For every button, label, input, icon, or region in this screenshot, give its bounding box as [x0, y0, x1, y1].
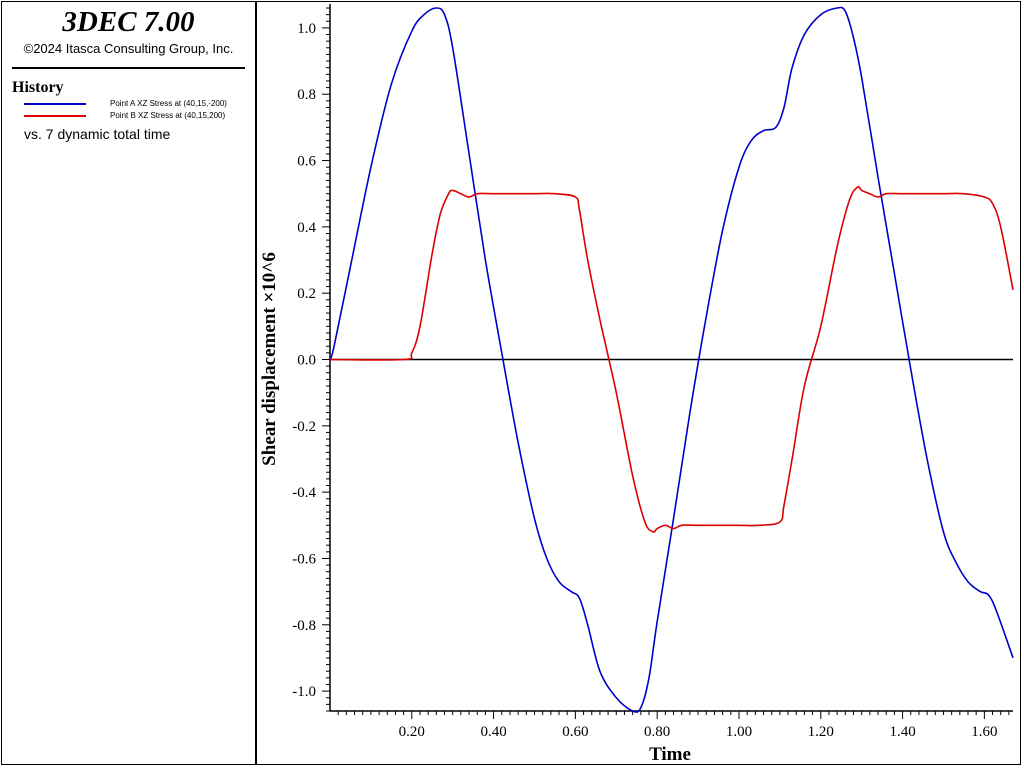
y-tick-label: 0.0 — [297, 353, 316, 369]
y-tick-label: 0.2 — [297, 286, 316, 302]
x-tick-label: 1.20 — [808, 724, 834, 740]
x-tick-label: 0.40 — [480, 724, 506, 740]
chart-axes — [329, 4, 1013, 712]
x-tick-label: 1.00 — [726, 724, 752, 740]
y-tick-label: 0.8 — [297, 87, 316, 103]
axis-ticks — [322, 7, 1010, 719]
x-tick-label: 1.60 — [971, 724, 997, 740]
x-tick-label: 0.60 — [562, 724, 588, 740]
x-axis-title: Time — [649, 744, 691, 765]
y-tick-label: 0.6 — [297, 154, 316, 170]
series-line-point-a — [329, 6, 1014, 713]
x-tick-label: 1.40 — [889, 724, 915, 740]
series-line-point-b — [329, 185, 1014, 533]
legend-panel: 3DEC 7.00 ©2024 Itasca Consulting Group,… — [2, 2, 255, 764]
y-tick-label: -0.4 — [292, 485, 316, 501]
app-title: 3DEC 7.00 — [62, 6, 195, 38]
x-tick-label: 0.80 — [644, 724, 670, 740]
legend-label-point-b: Point B XZ Stress at (40,15,200) — [110, 111, 226, 120]
y-tick-label: -0.6 — [292, 551, 316, 567]
legend-label-point-a: Point A XZ Stress at (40,15,-200) — [110, 99, 227, 108]
y-tick-label: 1.0 — [297, 21, 316, 37]
legend-swatch-point-a — [24, 103, 86, 105]
y-tick-label: 0.4 — [297, 220, 316, 236]
x-variable-label: vs. 7 dynamic total time — [24, 126, 171, 142]
copyright-notice: ©2024 Itasca Consulting Group, Inc. — [23, 41, 234, 56]
series-layer — [329, 6, 1014, 713]
legend-divider — [12, 67, 245, 69]
y-tick-label: -0.2 — [292, 419, 316, 435]
tick-labels: -1.0 -0.8 -0.6 -0.4 -0.2 0.0 0.2 0.4 0.6 0.8 1.0 0.… — [292, 21, 997, 740]
history-title: History — [12, 79, 64, 96]
legend-swatch-point-b — [24, 115, 86, 117]
y-axis-title: Shear displacement ×10^6 — [259, 252, 280, 466]
y-tick-label: -1.0 — [292, 684, 316, 700]
panel-divider — [255, 1, 257, 765]
x-tick-label: 0.20 — [399, 724, 425, 740]
y-tick-label: -0.8 — [292, 618, 316, 634]
